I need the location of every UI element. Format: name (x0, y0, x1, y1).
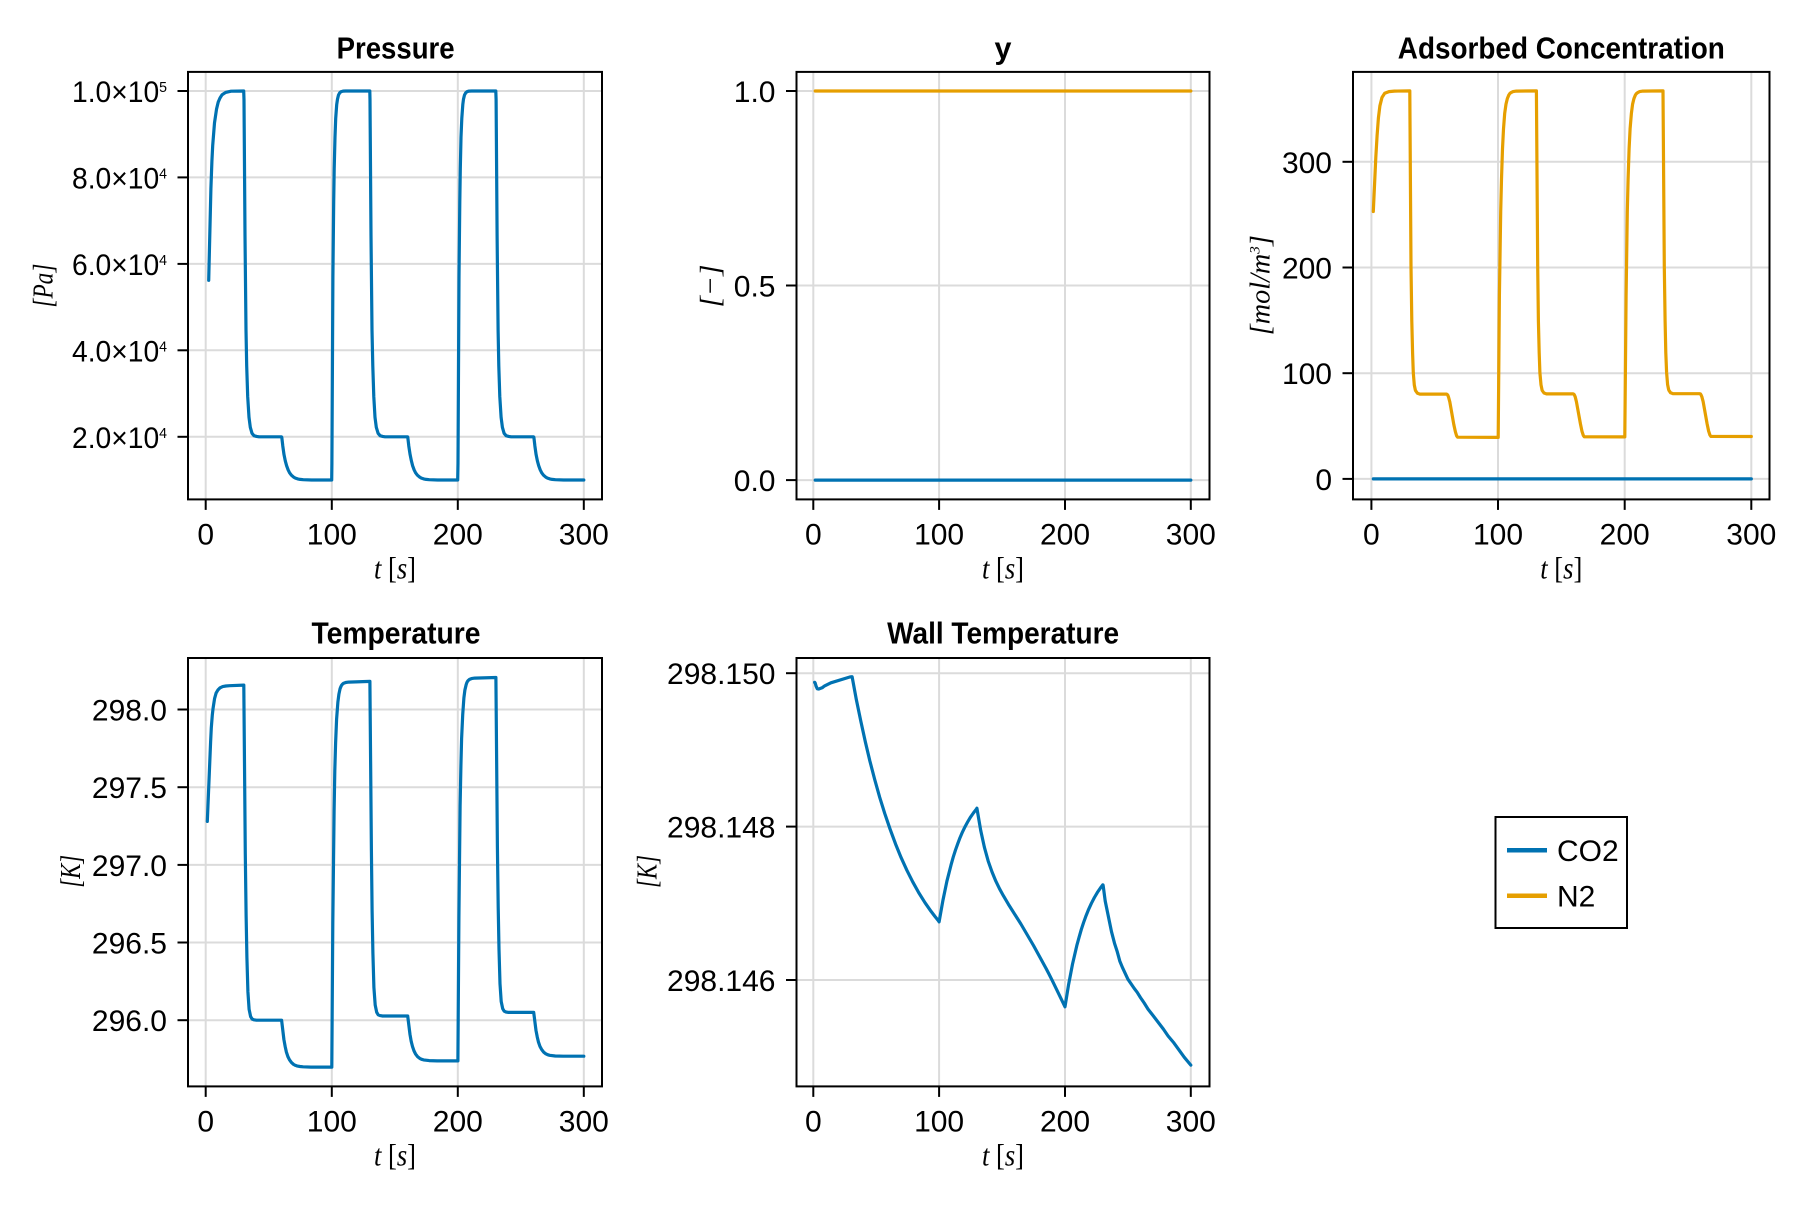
svg-text:0: 0 (197, 1105, 214, 1138)
svg-text:2.0×104: 2.0×104 (72, 422, 167, 455)
svg-text:[Pa]: [Pa] (28, 264, 59, 308)
svg-text:298.0: 298.0 (92, 695, 167, 728)
svg-text:N2: N2 (1557, 881, 1595, 914)
svg-text:Adsorbed Concentration: Adsorbed Concentration (1398, 31, 1725, 65)
svg-text:200: 200 (1282, 253, 1332, 286)
svg-text:4.0×104: 4.0×104 (72, 335, 167, 368)
svg-text:CO2: CO2 (1557, 835, 1619, 868)
svg-text:1.0: 1.0 (734, 76, 776, 109)
svg-text:300: 300 (1726, 519, 1776, 552)
svg-text:298.146: 298.146 (667, 965, 775, 998)
svg-text:300: 300 (1282, 147, 1332, 180)
svg-text:Temperature: Temperature (312, 616, 481, 650)
svg-text:296.0: 296.0 (92, 1005, 167, 1038)
svg-text:300: 300 (1166, 1105, 1216, 1138)
svg-text:t [s]: t [s] (374, 551, 416, 586)
svg-text:100: 100 (1282, 358, 1332, 391)
svg-text:300: 300 (1166, 519, 1216, 552)
svg-text:0: 0 (1363, 519, 1380, 552)
svg-text:200: 200 (433, 1105, 483, 1138)
svg-text:300: 300 (559, 519, 609, 552)
svg-text:100: 100 (914, 1105, 964, 1138)
svg-text:100: 100 (307, 1105, 357, 1138)
svg-text:0: 0 (805, 519, 822, 552)
svg-text:297.5: 297.5 (92, 772, 167, 805)
svg-text:0: 0 (805, 1105, 822, 1138)
svg-text:Wall Temperature: Wall Temperature (887, 616, 1119, 650)
svg-text:t [s]: t [s] (374, 1138, 416, 1173)
svg-text:200: 200 (433, 519, 483, 552)
svg-text:298.148: 298.148 (667, 812, 775, 845)
svg-text:1.0×105: 1.0×105 (72, 76, 167, 109)
svg-text:t [s]: t [s] (982, 1138, 1024, 1173)
svg-text:t [s]: t [s] (982, 551, 1024, 586)
svg-text:6.0×104: 6.0×104 (72, 249, 167, 282)
svg-text:100: 100 (307, 519, 357, 552)
svg-text:[K]: [K] (56, 855, 87, 888)
svg-text:297.0: 297.0 (92, 850, 167, 883)
svg-text:100: 100 (914, 519, 964, 552)
svg-text:300: 300 (559, 1105, 609, 1138)
svg-text:[K]: [K] (633, 855, 664, 888)
svg-text:100: 100 (1473, 519, 1523, 552)
svg-text:200: 200 (1600, 519, 1650, 552)
svg-text:0.0: 0.0 (734, 465, 776, 498)
svg-text:t [s]: t [s] (1540, 551, 1582, 586)
svg-text:0: 0 (197, 519, 214, 552)
svg-text:200: 200 (1040, 1105, 1090, 1138)
svg-text:Pressure: Pressure (337, 31, 455, 65)
svg-text:0.5: 0.5 (734, 271, 776, 304)
svg-text:298.150: 298.150 (667, 658, 775, 691)
svg-text:8.0×104: 8.0×104 (72, 162, 167, 195)
svg-text:[−]: [−] (695, 265, 726, 308)
svg-text:0: 0 (1315, 464, 1332, 497)
svg-text:y: y (995, 31, 1012, 65)
svg-text:200: 200 (1040, 519, 1090, 552)
svg-text:296.5: 296.5 (92, 928, 167, 961)
